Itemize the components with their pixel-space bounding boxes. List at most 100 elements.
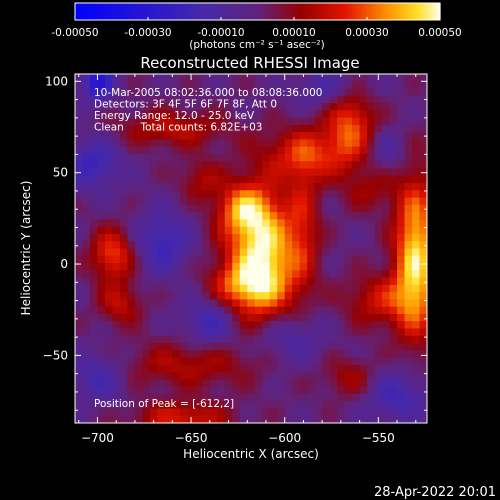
- heatmap-cell: [127, 292, 136, 300]
- heatmap-cell: [134, 95, 143, 104]
- heatmap-cell: [202, 197, 211, 206]
- heatmap-cell: [134, 415, 143, 424]
- heatmap-cell: [382, 241, 391, 249]
- heatmap-cell: [97, 226, 106, 235]
- heatmap-cell: [419, 74, 428, 82]
- heatmap-cell: [142, 168, 151, 177]
- heatmap-cell: [359, 183, 368, 191]
- heatmap-cell: [134, 117, 143, 126]
- heatmap-cell: [217, 415, 226, 424]
- heatmap-cell: [344, 204, 353, 213]
- heatmap-cell: [134, 408, 143, 417]
- heatmap-cell: [322, 313, 331, 322]
- heatmap-cell: [307, 408, 316, 417]
- heatmap-cell: [292, 204, 301, 213]
- heatmap-cell: [194, 343, 203, 351]
- heatmap-cell: [127, 95, 136, 104]
- heatmap-cell: [419, 161, 428, 170]
- heatmap-cell: [329, 328, 338, 337]
- heatmap-cell: [202, 190, 211, 199]
- heatmap-cell: [322, 306, 331, 315]
- heatmap-cell: [75, 415, 83, 424]
- heatmap-cell: [82, 284, 91, 293]
- heatmap-cell: [164, 190, 173, 199]
- heatmap-cell: [322, 386, 331, 395]
- heatmap-cell: [217, 255, 226, 264]
- colorbar-cell: [269, 3, 274, 20]
- heatmap-cell: [82, 153, 91, 162]
- heatmap-cell: [269, 415, 278, 424]
- heatmap-cell: [292, 117, 301, 126]
- heatmap-cell: [412, 161, 421, 170]
- heatmap-cell: [142, 153, 151, 162]
- x-axis-label: Heliocentric X (arcsec): [183, 447, 319, 461]
- heatmap-cell: [202, 183, 211, 191]
- colorbar-cell: [181, 3, 186, 20]
- heatmap-cell: [359, 364, 368, 373]
- colorbar-cell: [239, 3, 243, 20]
- heatmap-cell: [202, 284, 211, 293]
- heatmap-cell: [262, 183, 271, 191]
- heatmap-cell: [404, 357, 413, 366]
- heatmap-cell: [82, 175, 91, 184]
- colorbar-cell: [123, 3, 128, 20]
- heatmap-cell: [149, 204, 158, 213]
- heatmap-cell: [142, 277, 151, 286]
- heatmap-cell: [329, 153, 338, 162]
- heatmap-cell: [157, 335, 166, 344]
- heatmap-cell: [322, 379, 331, 388]
- heatmap-cell: [97, 197, 106, 206]
- heatmap-cell: [269, 212, 278, 220]
- heatmap-cell: [412, 95, 421, 104]
- heatmap-cell: [217, 132, 226, 140]
- heatmap-cell: [239, 183, 248, 191]
- heatmap-cell: [209, 161, 218, 170]
- heatmap-cell: [172, 328, 181, 337]
- heatmap-cell: [307, 132, 316, 140]
- heatmap-cell: [382, 335, 391, 344]
- heatmap-cell: [179, 219, 188, 228]
- heatmap-cell: [344, 263, 353, 271]
- heatmap-cell: [262, 357, 271, 366]
- heatmap-cell: [314, 263, 323, 271]
- heatmap-cell: [134, 335, 143, 344]
- heatmap-cell: [89, 95, 98, 104]
- heatmap-cell: [374, 401, 383, 409]
- heatmap-cell: [367, 292, 376, 300]
- heatmap-cell: [82, 263, 91, 271]
- heatmap-cell: [97, 204, 106, 213]
- heatmap-cell: [224, 81, 233, 90]
- heatmap-cell: [104, 313, 113, 322]
- heatmap-cell: [134, 306, 143, 315]
- heatmap-cell: [329, 393, 338, 402]
- heatmap-cell: [112, 190, 121, 199]
- heatmap-cell: [419, 132, 428, 140]
- heatmap-cell: [277, 139, 286, 148]
- heatmap-cell: [75, 197, 83, 206]
- heatmap-cell: [329, 146, 338, 155]
- heatmap-cell: [292, 233, 301, 242]
- heatmap-cell: [75, 190, 83, 199]
- heatmap-cell: [89, 350, 98, 359]
- heatmap-cell: [307, 103, 316, 111]
- heatmap-cell: [112, 175, 121, 184]
- heatmap-cell: [209, 88, 218, 97]
- heatmap-cell: [104, 88, 113, 97]
- heatmap-cell: [359, 175, 368, 184]
- heatmap-cell: [75, 393, 83, 402]
- heatmap-cell: [314, 292, 323, 300]
- heatmap-cell: [412, 255, 421, 264]
- heatmap-cell: [89, 401, 98, 409]
- heatmap-cell: [82, 255, 91, 264]
- heatmap-cell: [209, 270, 218, 279]
- heatmap-cell: [142, 343, 151, 351]
- heatmap-cell: [239, 299, 248, 308]
- heatmap-cell: [277, 393, 286, 402]
- heatmap-cell: [277, 197, 286, 206]
- heatmap-cell: [202, 299, 211, 308]
- heatmap-cell: [374, 255, 383, 264]
- heatmap-cell: [187, 241, 196, 249]
- heatmap-cell: [382, 168, 391, 177]
- heatmap-cell: [119, 197, 128, 206]
- heatmap-cell: [314, 219, 323, 228]
